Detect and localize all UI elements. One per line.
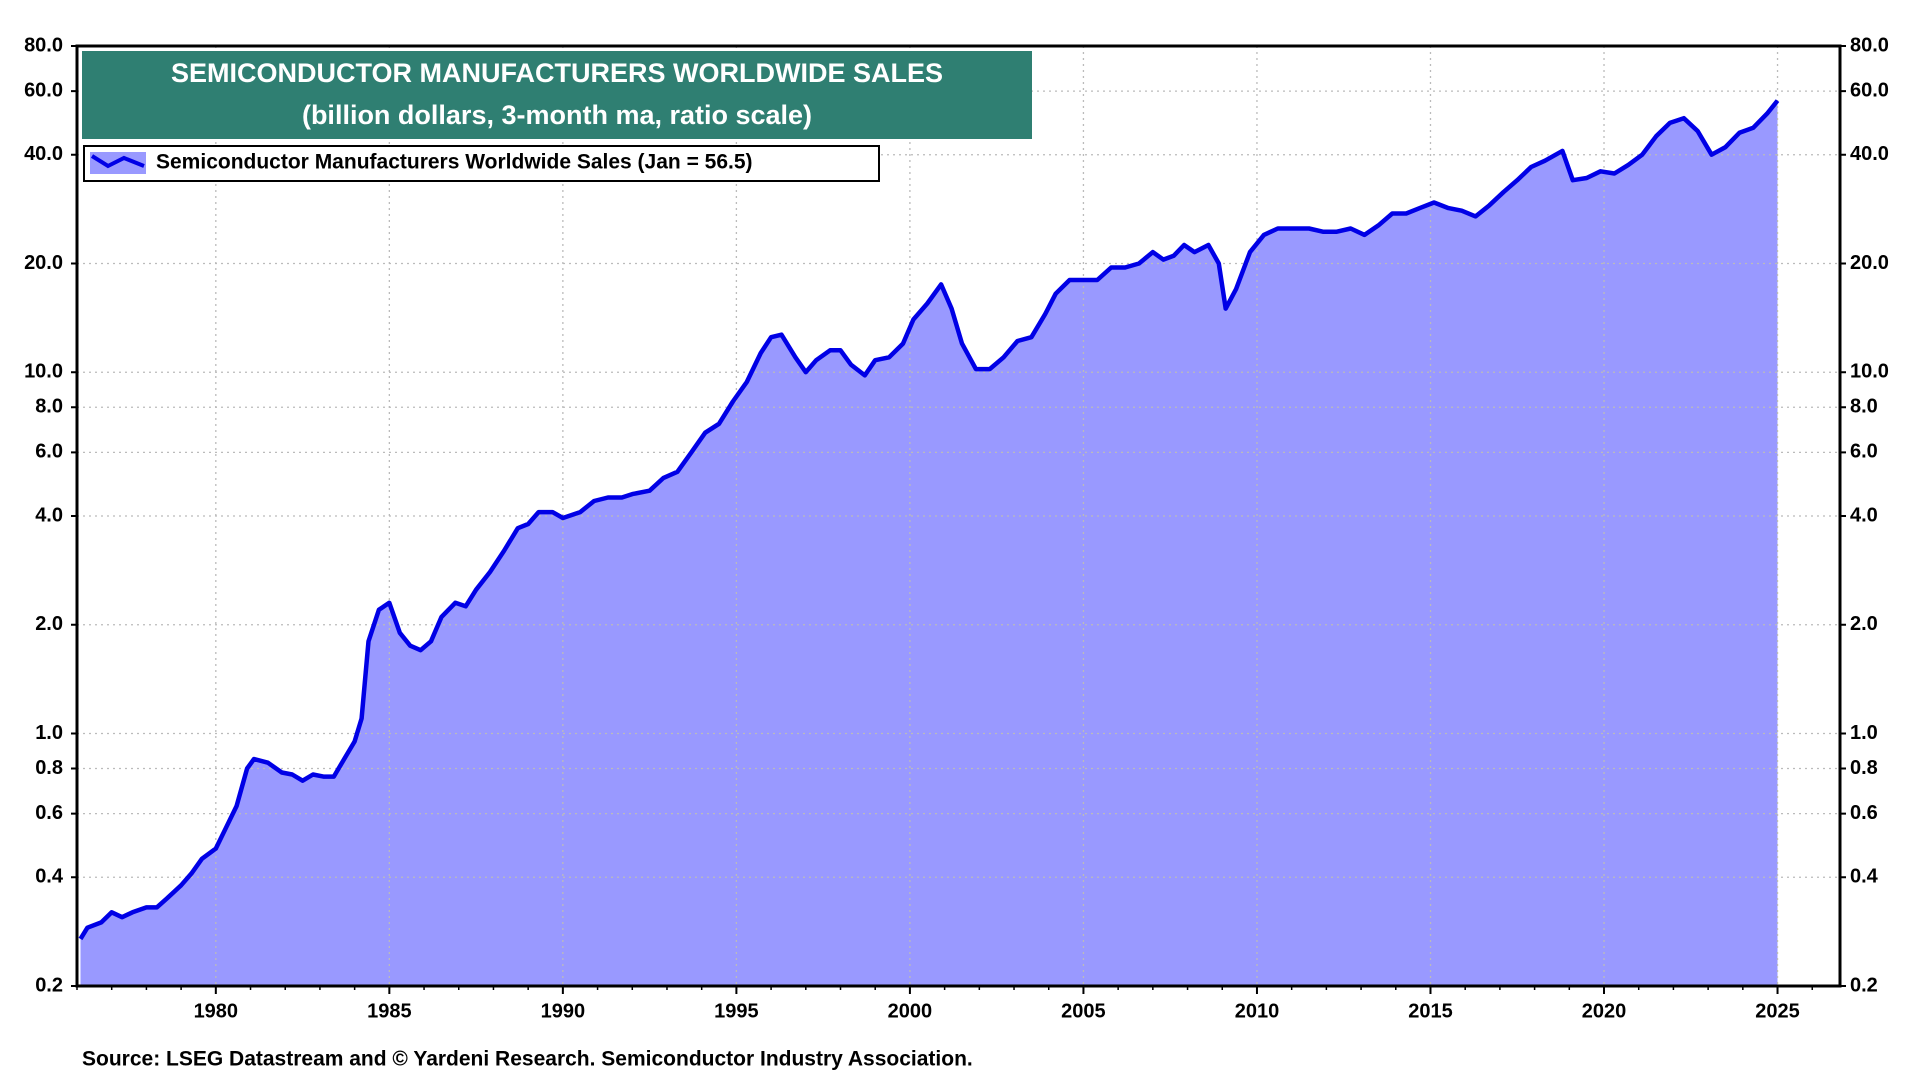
y-tick-label: 10.0 — [24, 361, 63, 383]
y2-tick-label: 60.0 — [1850, 79, 1889, 101]
y2-tick-label: 80.0 — [1850, 34, 1889, 56]
y-tick-label: 2.0 — [35, 613, 63, 635]
y2-tick-label: 0.4 — [1850, 866, 1879, 888]
y2-tick-label: 0.6 — [1850, 802, 1878, 824]
y-tick-label: 6.0 — [35, 441, 63, 463]
plot-area — [77, 46, 1840, 987]
x-tick-label: 2025 — [1755, 1000, 1800, 1022]
chart-subtitle: (billion dollars, 3-month ma, ratio scal… — [302, 100, 812, 130]
x-tick-label: 1980 — [194, 1000, 239, 1022]
y2-tick-label: 0.8 — [1850, 757, 1878, 779]
y2-tick-label: 4.0 — [1850, 504, 1878, 526]
x-tick-label: 1985 — [367, 1000, 412, 1022]
legend-box — [83, 145, 880, 182]
y2-tick-label: 20.0 — [1850, 252, 1889, 274]
title-box — [82, 51, 1032, 139]
x-tick-label: 2015 — [1408, 1000, 1453, 1022]
y2-tick-label: 10.0 — [1850, 361, 1889, 383]
legend-line — [90, 154, 145, 169]
y2-tick-label: 6.0 — [1850, 441, 1878, 463]
x-tick-label: 2005 — [1061, 1000, 1106, 1022]
y2-tick-label: 1.0 — [1850, 722, 1878, 744]
area — [80, 100, 1778, 987]
x-tick-label: 2000 — [888, 1000, 933, 1022]
y-tick-label: 8.0 — [35, 396, 63, 418]
y-tick-label: 60.0 — [24, 79, 63, 101]
x-tick-label: 2010 — [1235, 1000, 1280, 1022]
y-tick-label: 0.8 — [35, 757, 63, 779]
x-tick-label: 2020 — [1582, 1000, 1627, 1022]
x-tick-label: 1990 — [541, 1000, 586, 1022]
y-tick-label: 0.2 — [35, 974, 63, 996]
y-tick-label: 4.0 — [35, 504, 63, 526]
y-tick-label: 0.6 — [35, 802, 63, 824]
x-tick-label: 1995 — [714, 1000, 759, 1022]
y2-tick-label: 2.0 — [1850, 613, 1878, 635]
y-tick-label: 80.0 — [24, 34, 63, 56]
source-note: Source: LSEG Datastream and © Yardeni Re… — [82, 1048, 973, 1071]
y-tick-label: 40.0 — [24, 143, 63, 165]
y-tick-label: 1.0 — [35, 722, 63, 744]
y-tick-label: 0.4 — [35, 866, 64, 888]
y2-tick-label: 8.0 — [1850, 396, 1878, 418]
y2-tick-label: 0.2 — [1850, 974, 1878, 996]
chart-title: SEMICONDUCTOR MANUFACTURERS WORLDWIDE SA… — [171, 58, 943, 88]
y-tick-label: 20.0 — [24, 252, 63, 274]
legend-label: Semiconductor Manufacturers Worldwide Sa… — [156, 151, 753, 174]
line — [78, 99, 1780, 941]
y2-tick-label: 40.0 — [1850, 143, 1889, 165]
